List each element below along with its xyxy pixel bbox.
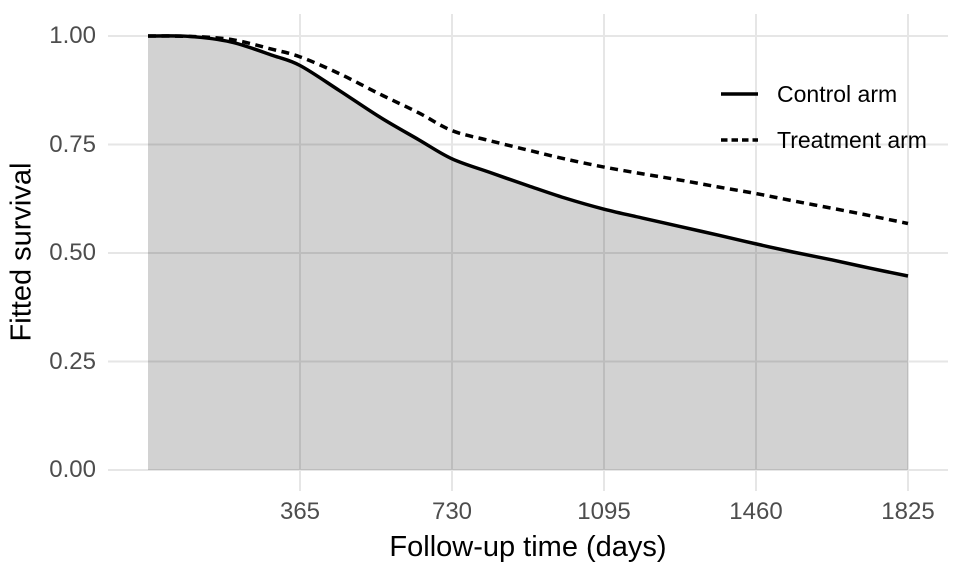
y-tick-label: 0.50: [49, 239, 96, 266]
y-tick-label: 0.00: [49, 456, 96, 483]
dashed-line-key-icon: [721, 138, 758, 142]
legend-entry-treatment-arm: Treatment arm: [721, 117, 927, 163]
y-tick-label: 0.25: [49, 347, 96, 375]
legend-entry-control-arm: Control arm: [721, 71, 927, 117]
x-tick-label: 1460: [729, 498, 783, 525]
control-arm-shaded-area: [148, 35, 908, 471]
legend: Control arm Treatment arm: [721, 71, 927, 163]
gridlines: [108, 14, 948, 491]
y-axis-title: Fitted survival: [5, 162, 38, 342]
x-tick-label: 365: [279, 498, 321, 525]
x-tick-label: 1825: [881, 498, 935, 525]
legend-label-treatment-arm: Treatment arm: [777, 126, 927, 153]
survival-curves: [147, 34, 909, 278]
x-tick-label: 1095: [577, 498, 631, 525]
legend-label-control-arm: Control arm: [777, 80, 898, 107]
solid-line-key-icon: [721, 92, 758, 96]
y-tick-label: 1.00: [49, 22, 96, 49]
x-axis-title: Follow-up time (days): [389, 531, 667, 563]
x-tick-label: 730: [431, 498, 473, 525]
y-tick-label: 0.75: [49, 130, 96, 158]
